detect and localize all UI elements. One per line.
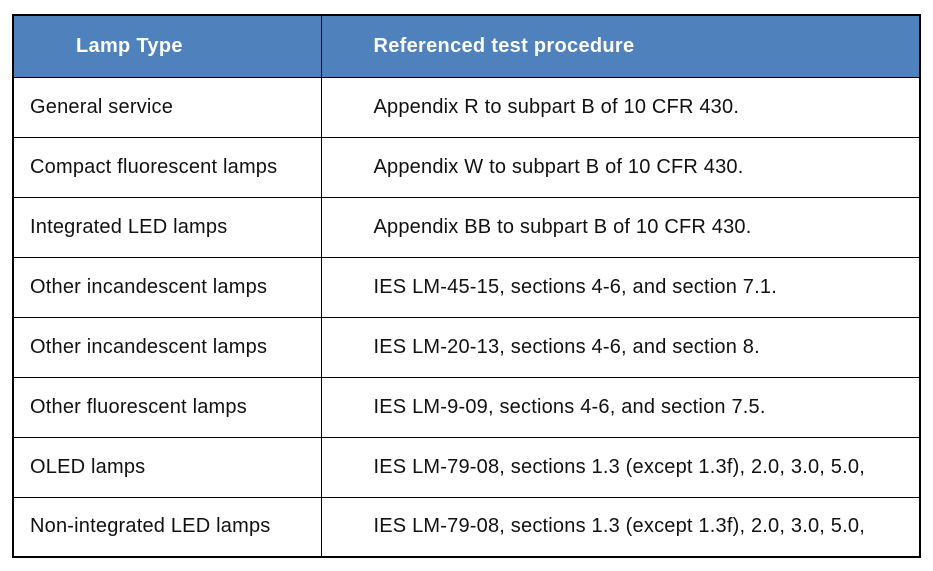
lamp-type-cell: Other incandescent lamps — [12, 316, 322, 378]
lamp-type-cell: Non-integrated LED lamps — [12, 496, 322, 558]
table-row: Other fluorescent lamps IES LM-9-09, sec… — [12, 376, 921, 438]
lamp-type-cell: Other fluorescent lamps — [12, 376, 322, 438]
table-row: Compact fluorescent lamps Appendix W to … — [12, 136, 921, 198]
test-procedure-cell: IES LM-9-09, sections 4-6, and section 7… — [320, 376, 921, 438]
table-row: OLED lamps IES LM-79-08, sections 1.3 (e… — [12, 436, 921, 498]
test-procedure-cell: IES LM-79-08, sections 1.3 (except 1.3f)… — [320, 436, 921, 498]
lamp-type-cell: Integrated LED lamps — [12, 196, 322, 258]
test-procedure-cell: IES LM-20-13, sections 4-6, and section … — [320, 316, 921, 378]
lamp-type-cell: Compact fluorescent lamps — [12, 136, 322, 198]
lamp-type-cell: Other incandescent lamps — [12, 256, 322, 318]
table-row: Integrated LED lamps Appendix BB to subp… — [12, 196, 921, 258]
header-row: Lamp Type Referenced test procedure — [12, 14, 921, 78]
table-row: General service Appendix R to subpart B … — [12, 76, 921, 138]
table-row: Non-integrated LED lamps IES LM-79-08, s… — [12, 496, 921, 558]
lamp-test-procedure-table: Lamp Type Referenced test procedure Gene… — [12, 14, 921, 558]
table-row: Other incandescent lamps IES LM-45-15, s… — [12, 256, 921, 318]
test-procedure-cell: IES LM-45-15, sections 4-6, and section … — [320, 256, 921, 318]
table-body: General service Appendix R to subpart B … — [12, 76, 921, 558]
test-procedure-cell: Appendix W to subpart B of 10 CFR 430. — [320, 136, 921, 198]
lamp-type-cell: General service — [12, 76, 322, 138]
header-lamp-type: Lamp Type — [12, 14, 322, 78]
test-procedure-cell: Appendix BB to subpart B of 10 CFR 430. — [320, 196, 921, 258]
header-referenced-test-procedure: Referenced test procedure — [320, 14, 921, 78]
test-procedure-cell: IES LM-79-08, sections 1.3 (except 1.3f)… — [320, 496, 921, 558]
table-header: Lamp Type Referenced test procedure — [12, 14, 921, 78]
lamp-type-cell: OLED lamps — [12, 436, 322, 498]
test-procedure-cell: Appendix R to subpart B of 10 CFR 430. — [320, 76, 921, 138]
table-row: Other incandescent lamps IES LM-20-13, s… — [12, 316, 921, 378]
